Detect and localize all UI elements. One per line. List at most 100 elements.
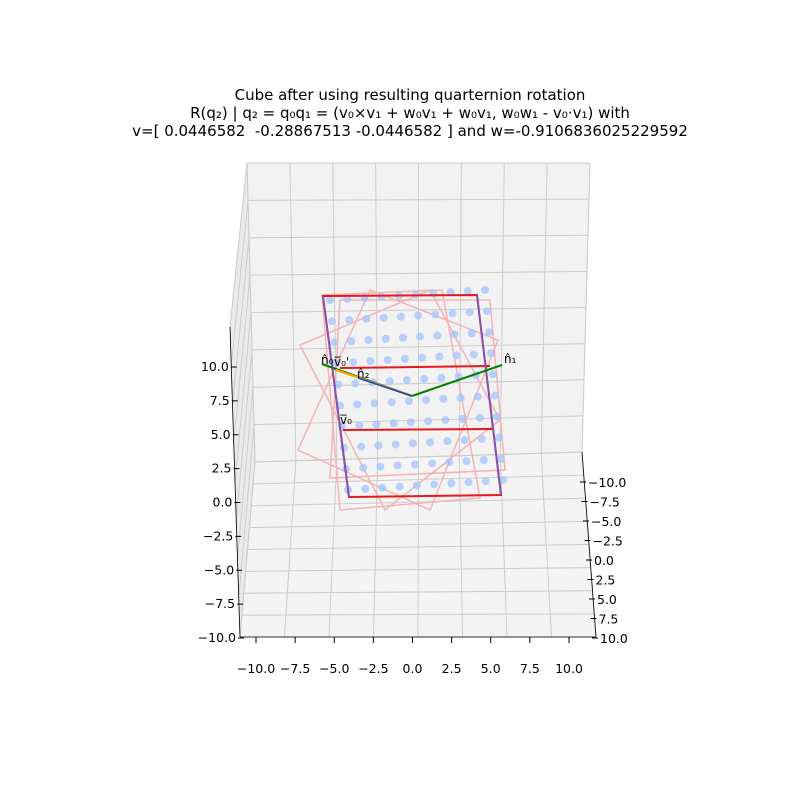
rotated-cube-lower-edge xyxy=(342,428,494,431)
surface-point xyxy=(487,349,495,358)
surface-point xyxy=(448,309,457,318)
surface-point xyxy=(383,356,392,364)
surface-point xyxy=(426,438,435,447)
title-line-3: v=[ 0.0446582 -0.28867513 -0.0446582 ] a… xyxy=(132,122,688,140)
left-gridline xyxy=(235,349,253,521)
z-tick-label: 10.0 xyxy=(201,359,229,374)
axis-lines xyxy=(229,326,597,638)
surface-point xyxy=(450,330,459,339)
surface-point xyxy=(479,456,488,464)
surface-point xyxy=(473,392,482,401)
surface-point xyxy=(385,377,394,386)
vector-n2 xyxy=(357,377,413,397)
surface-point xyxy=(462,457,471,466)
surface-point xyxy=(391,440,400,449)
surface-point xyxy=(464,478,473,487)
surface-point xyxy=(404,397,413,406)
chart-title: Cube after using resulting quarternion r… xyxy=(0,86,800,140)
surface-point xyxy=(395,482,404,491)
back-horizontal-gridline xyxy=(253,415,584,426)
y-tick-label: 0.0 xyxy=(594,553,614,568)
x-tick-label: −2.5 xyxy=(358,661,388,676)
surface-point xyxy=(389,419,398,428)
x-tick-label: 10.0 xyxy=(555,661,583,676)
surface-point xyxy=(495,433,503,442)
rotated-cube-outline xyxy=(321,293,503,499)
surface-point xyxy=(362,314,371,323)
surface-point xyxy=(475,413,484,422)
back-vertical-gridline xyxy=(581,162,591,453)
surface-point xyxy=(355,421,364,430)
z-tick-label: −5.0 xyxy=(204,562,234,577)
surface-point xyxy=(467,329,476,338)
left-gridline xyxy=(233,275,251,444)
surface-point xyxy=(361,484,370,493)
surface-point xyxy=(489,370,497,379)
surface-point xyxy=(439,394,448,403)
surface-point xyxy=(491,391,499,400)
floor-depth-gridline xyxy=(247,544,590,550)
x-tick-label: −7.5 xyxy=(280,661,310,676)
x-tick-label: −10.0 xyxy=(237,661,275,676)
z-tick-label: −7.5 xyxy=(205,596,235,611)
surface-point xyxy=(412,481,421,490)
z-tick-label: 5.0 xyxy=(211,427,231,442)
back-vertical-gridline xyxy=(540,162,548,454)
surface-point xyxy=(400,354,409,363)
surface-point xyxy=(379,313,388,322)
surface-point xyxy=(418,353,427,362)
surface-point xyxy=(359,463,368,472)
surface-point xyxy=(349,358,358,367)
vector-label: n̂₁ xyxy=(504,352,517,366)
surface-point xyxy=(443,437,452,446)
vector-label: v̅₀ xyxy=(340,413,353,427)
surface-point xyxy=(424,417,433,426)
surface-point xyxy=(334,380,342,389)
surface-point xyxy=(416,332,425,341)
floor-gridline xyxy=(458,455,463,638)
y-tick-label: 7.5 xyxy=(599,612,619,627)
left-gridline xyxy=(238,424,255,599)
y-tick-label: −5.0 xyxy=(591,514,621,529)
surface-point xyxy=(376,462,385,471)
surface-point xyxy=(452,351,461,360)
x-tick-label: 5.0 xyxy=(481,661,501,676)
surface-point xyxy=(477,434,486,443)
x-tick-label: −5.0 xyxy=(319,661,349,676)
surface-point xyxy=(465,308,474,317)
surface-point xyxy=(351,379,360,388)
surface-point xyxy=(364,336,373,344)
surface-point xyxy=(420,374,429,383)
x-tick-label: 7.5 xyxy=(520,661,540,676)
surface-point xyxy=(353,400,362,409)
surface-point xyxy=(330,338,338,347)
surface-point xyxy=(387,398,396,407)
vector-n1 xyxy=(411,364,503,397)
surface-point xyxy=(458,414,467,423)
surface-point xyxy=(398,333,407,342)
surface-point xyxy=(433,331,442,340)
surface-point xyxy=(414,311,423,320)
z-tick-label: −10.0 xyxy=(198,630,236,645)
y-tick-label: −2.5 xyxy=(593,534,623,549)
vector-label: n̂₀ xyxy=(321,353,334,367)
surface-point xyxy=(345,316,354,324)
original-cube-face-outline xyxy=(297,289,499,512)
surface-point xyxy=(381,334,390,343)
surface-point xyxy=(343,294,352,303)
title-line-1: Cube after using resulting quarternion r… xyxy=(234,86,586,104)
tick-labels: −10.0 −7.5 −5.0 −2.5 0.0 2.5 5.0 7.5 10.0 −10.0 −7… xyxy=(198,359,628,676)
x-tick-label: 2.5 xyxy=(442,661,462,676)
surface-point xyxy=(437,373,446,382)
original-cube-face-outline xyxy=(321,289,481,511)
surface-point xyxy=(422,396,431,404)
surface-point xyxy=(410,460,419,469)
back-horizontal-gridline xyxy=(252,379,585,388)
vectors xyxy=(321,363,503,397)
rotated-cube-upper-edge xyxy=(339,365,491,369)
surface-point xyxy=(481,286,489,294)
left-gridline xyxy=(229,162,248,328)
y-tick-label: 10.0 xyxy=(600,631,628,646)
surface-point xyxy=(396,312,405,321)
